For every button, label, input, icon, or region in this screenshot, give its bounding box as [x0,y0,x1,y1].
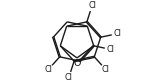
Text: Cl: Cl [65,73,73,82]
Text: Cl: Cl [113,29,121,38]
Text: Cl: Cl [88,1,96,10]
Text: Cl: Cl [102,65,110,74]
Text: O: O [73,59,81,68]
Text: Cl: Cl [44,65,52,74]
Text: Cl: Cl [107,45,114,54]
